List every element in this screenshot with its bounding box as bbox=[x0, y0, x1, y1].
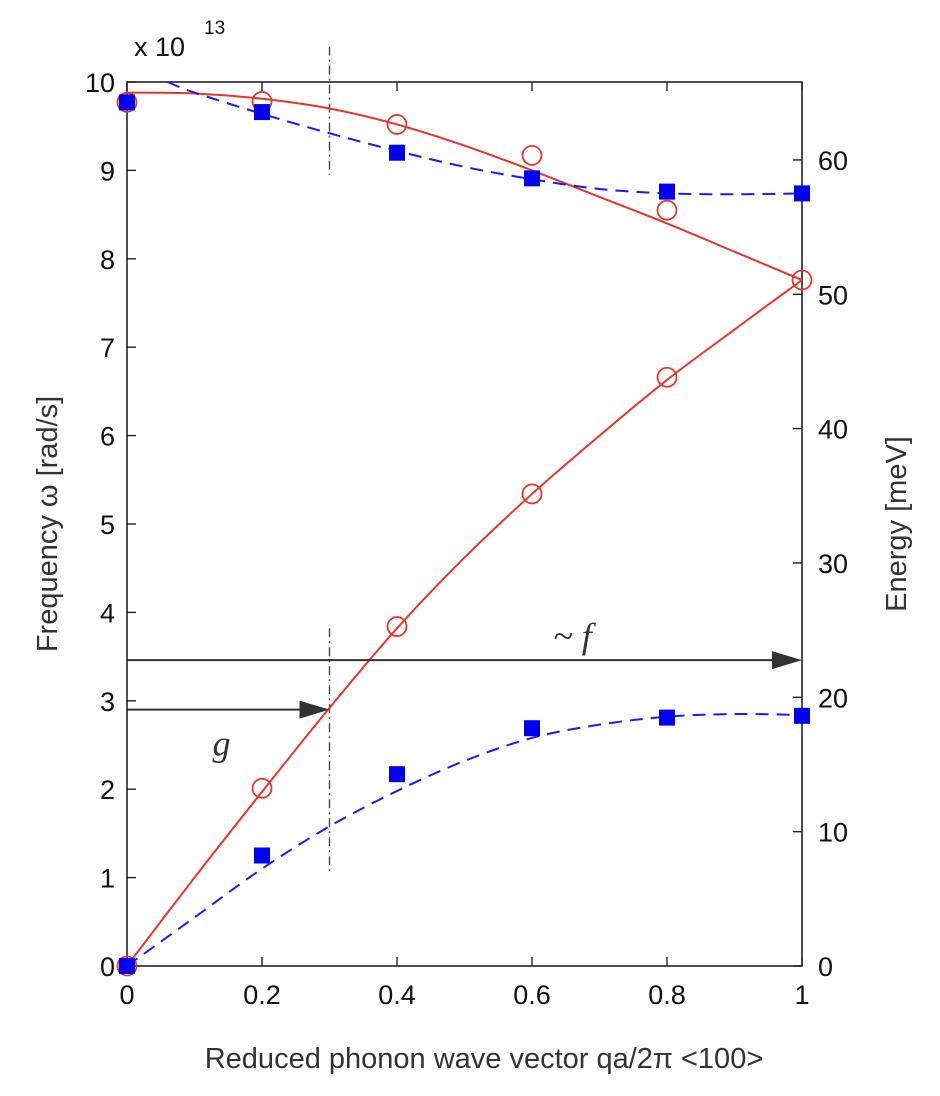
y-exponent-base: x 10 bbox=[134, 32, 185, 62]
annotation-layer: ~ f g bbox=[127, 616, 802, 764]
x-tick-label: 0.8 bbox=[648, 980, 686, 1010]
y-tick-label: 4 bbox=[100, 598, 115, 628]
y-tick-label: 10 bbox=[85, 68, 115, 98]
circle-marker bbox=[656, 199, 678, 221]
square-marker bbox=[389, 766, 405, 783]
square-marker bbox=[389, 144, 405, 161]
circle-marker bbox=[116, 91, 138, 113]
x-tick-label: 1 bbox=[794, 980, 809, 1010]
x-tick-label: 0.2 bbox=[243, 980, 281, 1010]
x-tick-label: 0.4 bbox=[378, 980, 416, 1010]
series-line-dashed bbox=[126, 713, 803, 967]
series-layer bbox=[116, 81, 813, 977]
square-marker bbox=[794, 707, 810, 724]
square-marker bbox=[659, 183, 675, 200]
circle-marker bbox=[791, 269, 813, 291]
series-line-solid bbox=[126, 279, 803, 967]
y-tick-label: 9 bbox=[100, 156, 115, 186]
y-tick-label: 2 bbox=[100, 775, 115, 805]
circle-marker bbox=[251, 777, 273, 799]
annotation-arrowhead bbox=[772, 651, 802, 670]
y2-tick-label: 60 bbox=[818, 146, 848, 176]
y2-tick-label: 20 bbox=[818, 683, 848, 713]
x-axis-title: Reduced phonon wave vector qa/2π <100> bbox=[205, 1043, 764, 1075]
y2-axis-title: Energy [meV] bbox=[881, 436, 913, 612]
circle-marker bbox=[521, 483, 543, 505]
y-tick-label: 8 bbox=[100, 245, 115, 275]
circle-marker bbox=[386, 114, 408, 135]
y-tick-label: 1 bbox=[100, 864, 115, 894]
plot-area: ~ f g bbox=[116, 46, 813, 977]
y2-tick-label: 10 bbox=[818, 818, 848, 848]
y2-tick-label: 30 bbox=[818, 549, 848, 579]
annotation-arrowhead bbox=[299, 700, 330, 719]
square-marker bbox=[659, 709, 675, 726]
y-tick-label: 3 bbox=[100, 687, 115, 717]
y-tick-label: 5 bbox=[100, 510, 115, 540]
square-marker bbox=[524, 170, 540, 187]
square-marker bbox=[794, 185, 810, 202]
circle-marker bbox=[386, 616, 408, 637]
y2-tick-label: 40 bbox=[818, 415, 848, 445]
y-tick-label: 0 bbox=[100, 952, 115, 982]
x-tick-label: 0 bbox=[119, 980, 134, 1010]
y2-tick-label: 50 bbox=[818, 280, 848, 310]
circle-marker bbox=[116, 955, 138, 977]
series-line-dashed bbox=[167, 81, 803, 196]
circle-marker bbox=[656, 366, 678, 388]
y-axis-title: Frequency ω [rad/s] bbox=[32, 396, 64, 652]
circle-marker bbox=[521, 144, 543, 166]
y-tick-label: 6 bbox=[100, 422, 115, 452]
x-tick-label: 0.6 bbox=[513, 980, 551, 1010]
y2-tick-label: 0 bbox=[818, 952, 833, 982]
square-marker bbox=[524, 720, 540, 737]
y-exponent-power: 13 bbox=[204, 18, 225, 39]
series-line-solid bbox=[126, 91, 803, 281]
y-tick-label: 7 bbox=[100, 333, 115, 363]
square-marker bbox=[254, 104, 270, 121]
annotation-label: g bbox=[213, 724, 231, 764]
square-marker bbox=[119, 958, 135, 974]
square-marker bbox=[254, 847, 270, 864]
square-marker bbox=[119, 94, 135, 111]
annotation-label: ~ f bbox=[553, 616, 596, 656]
